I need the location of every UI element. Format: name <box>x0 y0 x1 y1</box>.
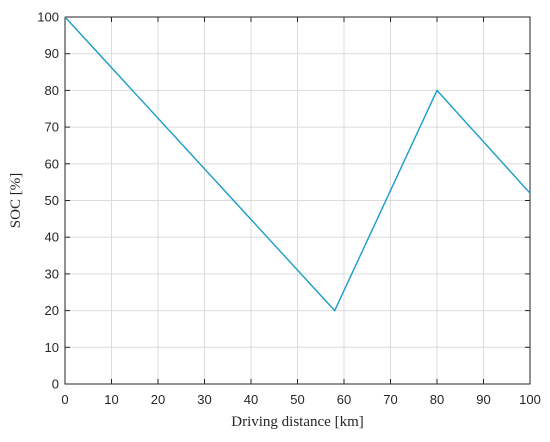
y-tick-label: 0 <box>52 377 59 392</box>
x-tick-label: 80 <box>430 392 444 407</box>
y-tick-label: 10 <box>45 340 59 355</box>
x-tick-label: 60 <box>337 392 351 407</box>
y-tick-label: 80 <box>45 83 59 98</box>
y-tick-label: 60 <box>45 156 59 171</box>
y-axis-label: SOC [%] <box>8 173 24 228</box>
x-tick-label: 90 <box>476 392 490 407</box>
x-tick-label: 40 <box>244 392 258 407</box>
series-layer <box>64 16 531 312</box>
x-tick-label: 10 <box>104 392 118 407</box>
grid-lines <box>65 17 530 384</box>
y-tick-label: 70 <box>45 120 59 135</box>
y-tick-label: 20 <box>45 303 59 318</box>
axis-ticks: 0 10 20 30 40 50 60 70 80 90 100 0 10 20 30 40 50 60 70 80 9… <box>37 10 541 408</box>
x-tick-label: 70 <box>383 392 397 407</box>
y-tick-label: 100 <box>37 10 59 25</box>
x-tick-label: 30 <box>197 392 211 407</box>
x-tick-label: 20 <box>151 392 165 407</box>
y-tick-label: 50 <box>45 193 59 208</box>
x-tick-label: 50 <box>290 392 304 407</box>
y-tick-label: 90 <box>45 46 59 61</box>
x-tick-label: 0 <box>61 392 68 407</box>
y-tick-label: 40 <box>45 230 59 245</box>
x-axis-label: Driving distance [km] <box>231 414 363 430</box>
y-tick-label: 30 <box>45 266 59 281</box>
x-tick-label: 100 <box>519 392 541 407</box>
soc-series-line-0 <box>64 16 531 312</box>
